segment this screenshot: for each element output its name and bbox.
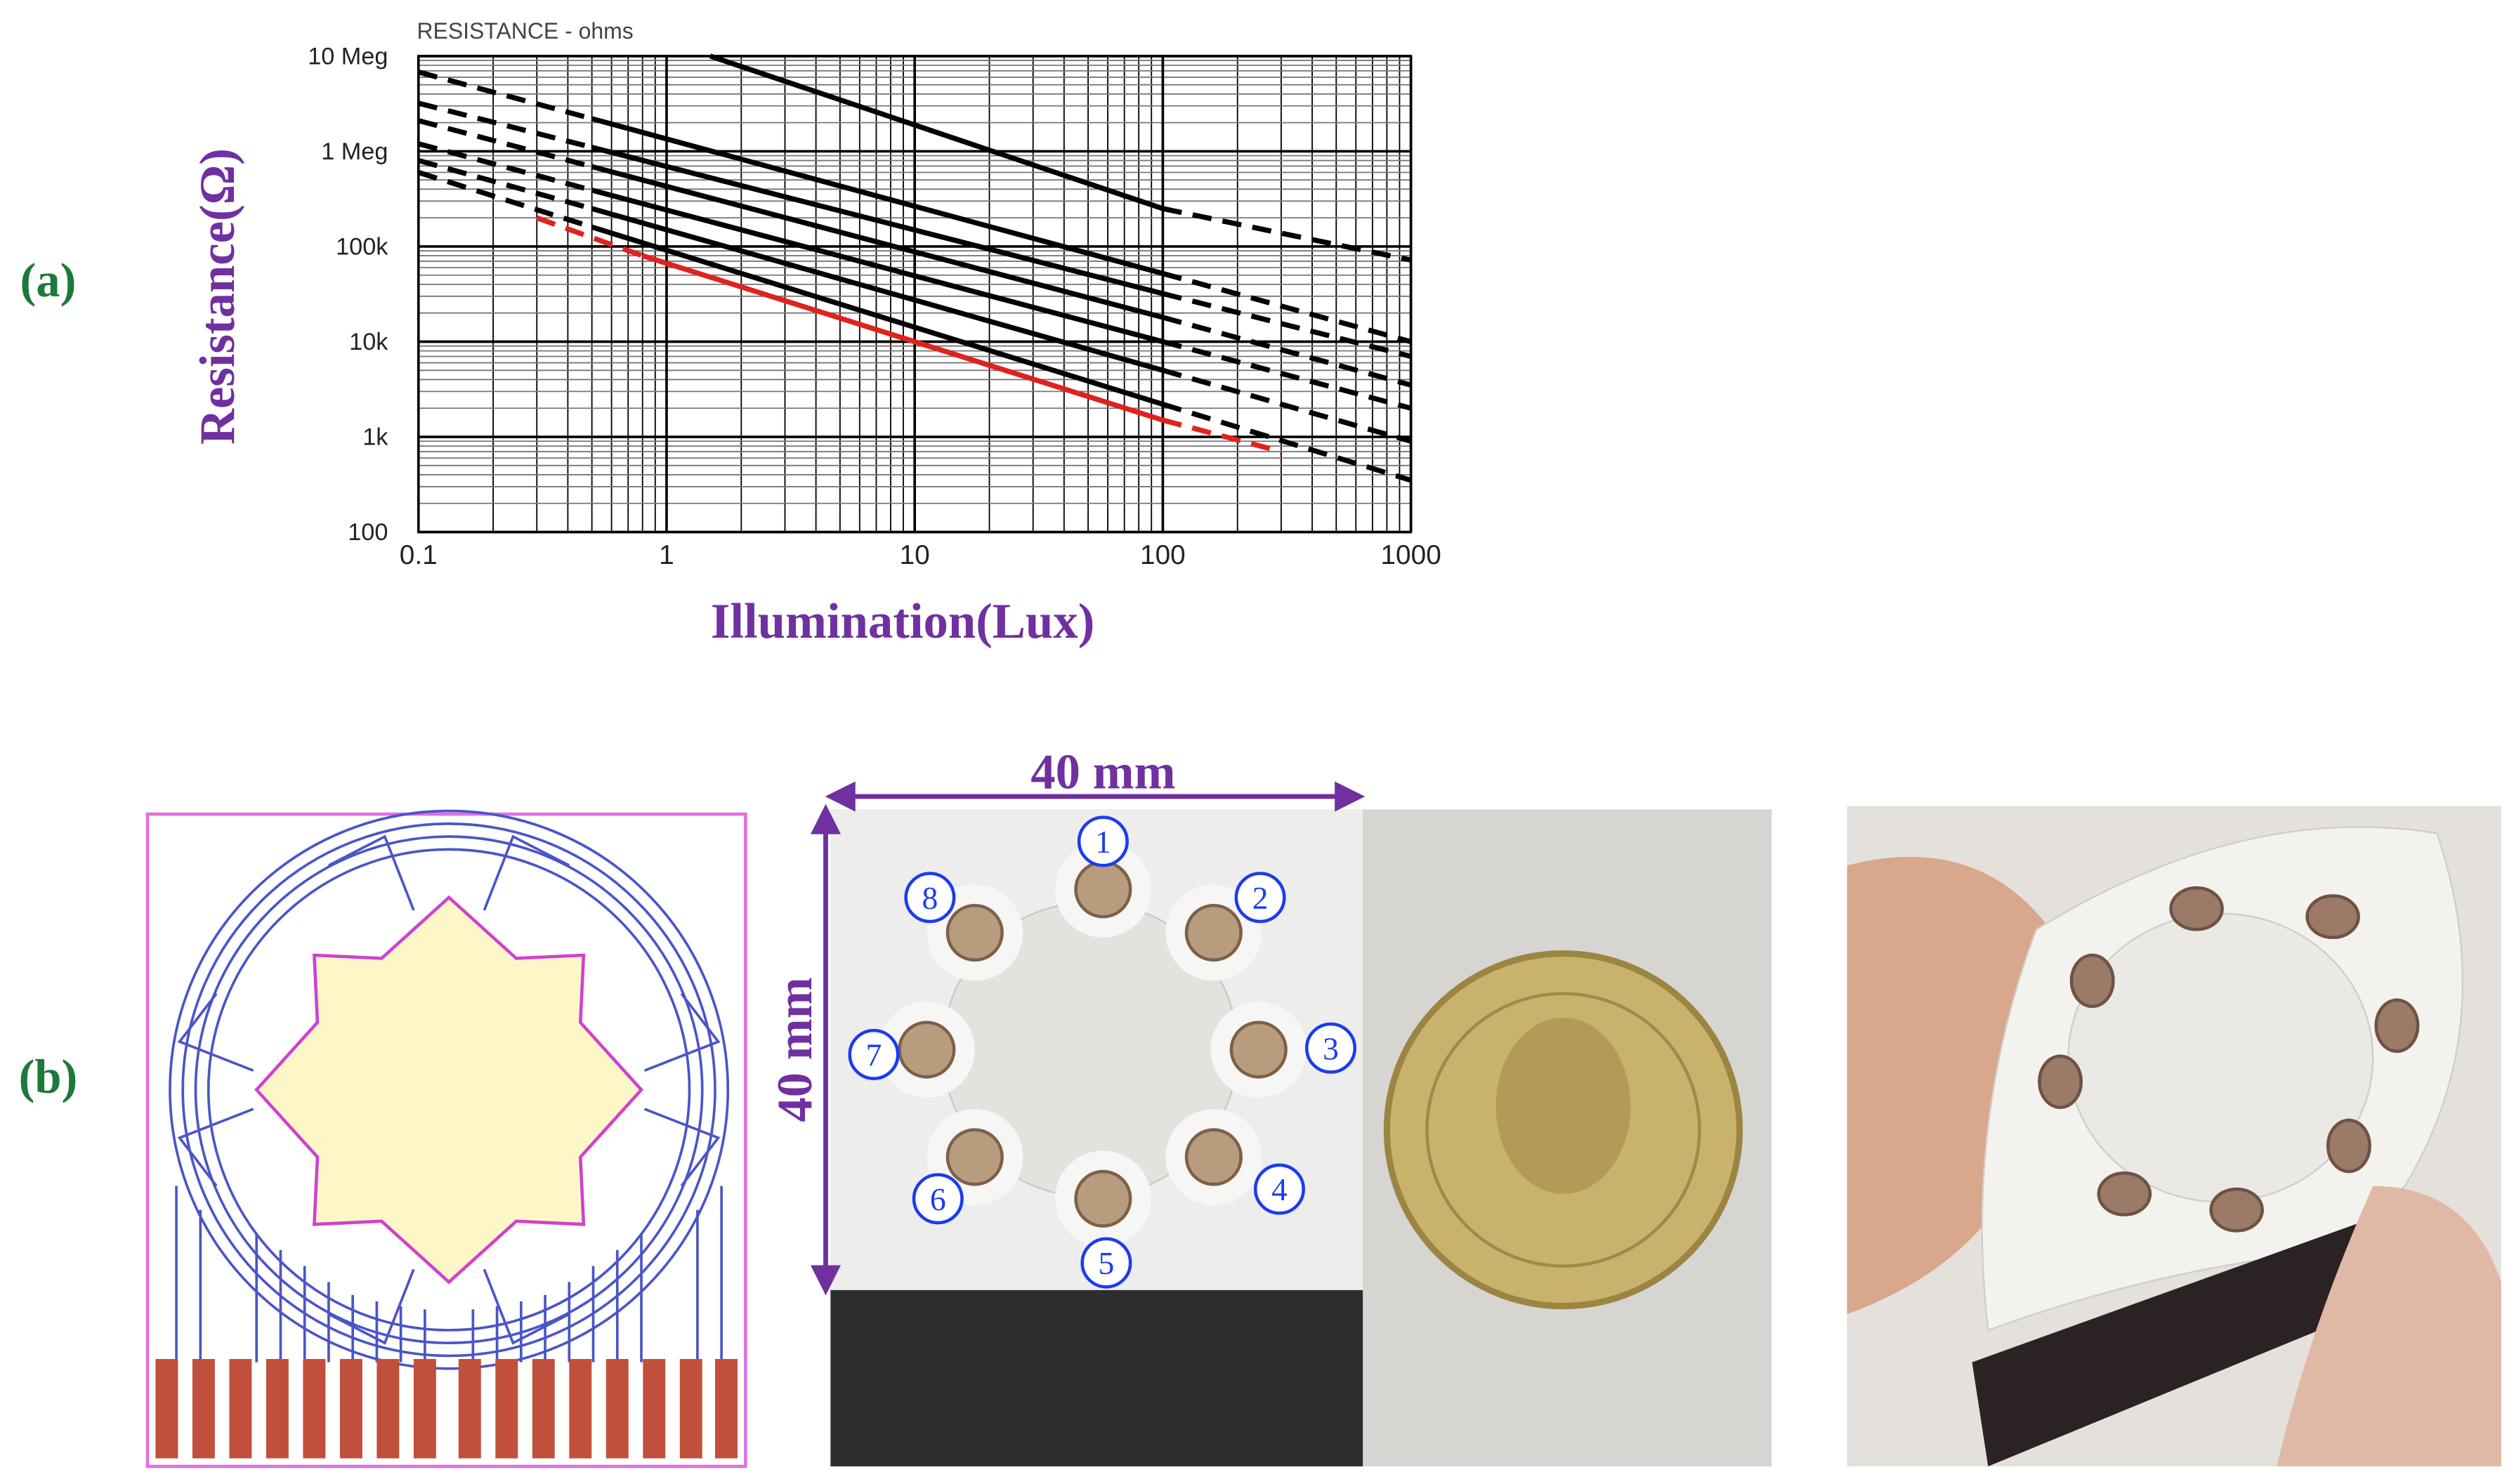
x-axis-label: Illumination(Lux) bbox=[711, 594, 1094, 649]
sensor-label: 4 bbox=[1271, 1171, 1288, 1207]
y-tick-label: 1k bbox=[362, 423, 388, 450]
height-label: 40 mm bbox=[768, 977, 823, 1122]
curve-segment bbox=[591, 145, 1164, 296]
panel-label: (a) bbox=[20, 254, 77, 307]
y-tick-label: 10 Meg bbox=[308, 43, 388, 70]
sensing-area bbox=[254, 895, 644, 1285]
x-tick-label: 1000 bbox=[1380, 540, 1441, 570]
y-tick-label: 10k bbox=[349, 329, 388, 355]
sensor-photo bbox=[830, 809, 1772, 1466]
curve-segment bbox=[591, 164, 1164, 320]
y-tick-label: 100k bbox=[336, 233, 388, 260]
x-tick-label: 0.1 bbox=[400, 540, 438, 570]
sensor-label-circle bbox=[848, 1028, 900, 1080]
width-label: 40 mm bbox=[1030, 745, 1175, 800]
sensors bbox=[878, 841, 1307, 1247]
traces bbox=[169, 809, 730, 1370]
chart-annotation: RESISTANCE - ohms bbox=[417, 18, 633, 44]
sensor-label: 1 bbox=[1095, 824, 1111, 860]
x-tick-label: 1 bbox=[659, 540, 674, 570]
sensor-label: 5 bbox=[1099, 1245, 1115, 1281]
panel-label: (b) bbox=[19, 1050, 78, 1103]
curve-segment bbox=[536, 215, 643, 258]
sensor-label-circle bbox=[1080, 1237, 1132, 1289]
pads bbox=[155, 1359, 738, 1459]
curve-segment bbox=[1162, 270, 1412, 345]
curve-segment bbox=[591, 188, 1164, 345]
sensor-label-circle bbox=[1253, 1163, 1305, 1215]
sensor-label-circle bbox=[912, 1173, 964, 1225]
connector bbox=[830, 1289, 1363, 1466]
curve-segment bbox=[709, 53, 1164, 211]
sensor-label: 2 bbox=[1252, 880, 1269, 916]
curve-segment bbox=[1162, 291, 1412, 360]
sensor-label: 7 bbox=[866, 1037, 882, 1072]
curve-segment bbox=[591, 224, 1164, 407]
chart: 0.1 1 10 100 1000 100 1k 10k 100k 1 Meg 10 Meg bbox=[308, 43, 1441, 570]
sensor-label: 8 bbox=[922, 880, 938, 916]
curve-segment bbox=[1162, 339, 1412, 411]
sensor-labels: 1 2 3 4 5 6 7 8 bbox=[848, 815, 1357, 1289]
sensor-label-circle bbox=[1234, 872, 1286, 924]
dimension-arrows bbox=[810, 781, 1366, 1296]
coin-rim bbox=[1425, 992, 1701, 1268]
sensor-label-circle bbox=[1077, 815, 1129, 867]
x-tick-label: 10 bbox=[900, 540, 930, 570]
curve-segment bbox=[1162, 206, 1412, 263]
curve-segment bbox=[591, 206, 1164, 373]
flexed-photo bbox=[1847, 806, 2501, 1466]
y-axis-label: Resistance(Ω) bbox=[190, 148, 245, 445]
y-tick-label: 1 Meg bbox=[321, 138, 388, 165]
sensor-label: 6 bbox=[930, 1181, 946, 1217]
curve-segment bbox=[1162, 417, 1282, 454]
curve-segment bbox=[591, 116, 1164, 276]
sensor-label-circle bbox=[1304, 1022, 1357, 1074]
pcb-layout bbox=[145, 809, 747, 1469]
coin-portrait bbox=[1495, 1017, 1631, 1194]
curve-segment bbox=[1162, 367, 1412, 444]
curve-segment bbox=[1162, 402, 1412, 483]
x-tick-label: 100 bbox=[1140, 540, 1186, 570]
curve-segment bbox=[1162, 315, 1412, 388]
y-tick-label: 100 bbox=[348, 519, 388, 546]
sensor-label-circle bbox=[904, 872, 956, 924]
sensor-label: 3 bbox=[1323, 1030, 1339, 1066]
curve-segment bbox=[641, 253, 1164, 423]
